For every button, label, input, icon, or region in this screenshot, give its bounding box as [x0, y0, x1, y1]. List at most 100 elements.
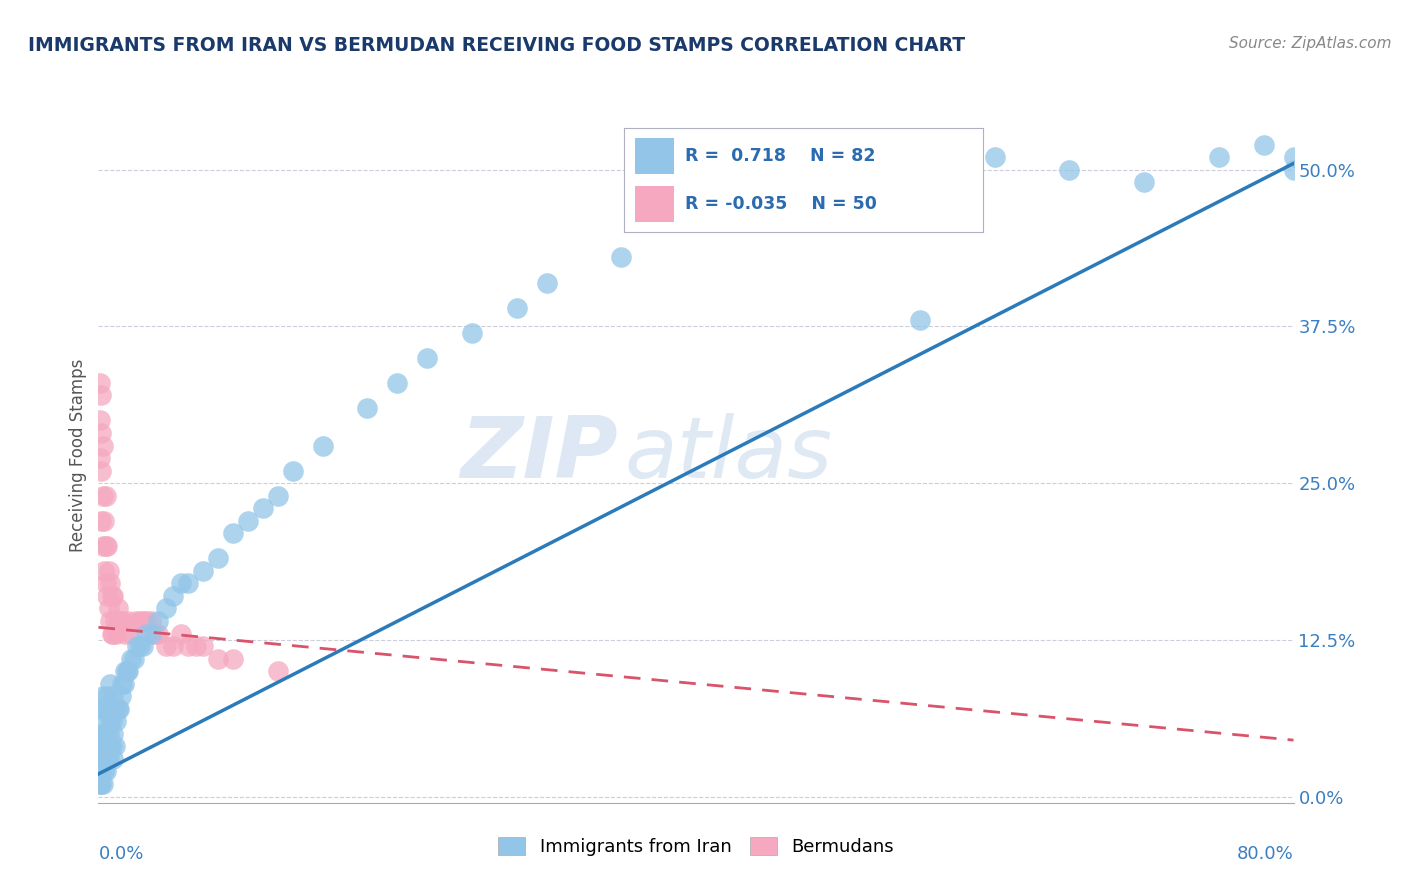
Point — [311, 438, 333, 452]
Point — [834, 187, 856, 202]
Point — [107, 702, 129, 716]
Point — [103, 690, 125, 704]
Point — [155, 601, 177, 615]
Point — [101, 739, 124, 754]
Point — [1282, 150, 1305, 164]
Point — [91, 752, 114, 766]
Point — [90, 752, 112, 766]
Point — [90, 388, 112, 402]
Point — [90, 464, 112, 478]
Point — [252, 501, 274, 516]
Point — [94, 739, 117, 754]
Point — [125, 614, 148, 628]
Point — [155, 639, 177, 653]
Point — [143, 626, 166, 640]
Point — [101, 589, 124, 603]
Point — [98, 714, 122, 729]
Point — [89, 739, 111, 754]
Point — [169, 576, 191, 591]
Point — [908, 175, 931, 189]
Point — [103, 752, 125, 766]
Point — [1133, 175, 1156, 189]
Y-axis label: Receiving Food Stamps: Receiving Food Stamps — [69, 359, 87, 551]
Point — [191, 564, 214, 578]
Point — [94, 539, 117, 553]
Point — [267, 489, 290, 503]
Point — [139, 626, 162, 640]
Point — [96, 589, 118, 603]
Point — [91, 489, 114, 503]
Point — [97, 727, 120, 741]
Point — [111, 614, 134, 628]
Point — [89, 764, 111, 779]
Point — [110, 690, 132, 704]
Point — [177, 639, 200, 653]
Point — [132, 614, 155, 628]
Point — [96, 539, 118, 553]
Point — [93, 564, 115, 578]
Point — [610, 251, 633, 265]
Point — [129, 614, 152, 628]
Text: Source: ZipAtlas.com: Source: ZipAtlas.com — [1229, 36, 1392, 51]
Point — [416, 351, 439, 365]
Point — [112, 676, 135, 690]
Point — [114, 626, 136, 640]
Point — [108, 614, 131, 628]
Point — [91, 438, 114, 452]
Point — [132, 639, 155, 653]
Point — [281, 464, 304, 478]
Point — [135, 614, 157, 628]
Point — [98, 739, 122, 754]
Point — [759, 200, 782, 214]
Point — [97, 752, 120, 766]
Point — [91, 777, 114, 791]
Point — [385, 376, 409, 390]
Point — [984, 150, 1007, 164]
Point — [120, 651, 142, 665]
Point — [110, 614, 132, 628]
Point — [94, 489, 117, 503]
Point — [90, 702, 112, 716]
Text: atlas: atlas — [624, 413, 832, 497]
Point — [117, 664, 139, 678]
Point — [96, 752, 118, 766]
Point — [115, 664, 138, 678]
Point — [114, 664, 136, 678]
Point — [93, 739, 115, 754]
Point — [93, 514, 115, 528]
Point — [177, 576, 200, 591]
Point — [94, 576, 117, 591]
Point — [107, 601, 129, 615]
Point — [184, 639, 207, 653]
Point — [94, 714, 117, 729]
Point — [90, 727, 112, 741]
Point — [96, 690, 118, 704]
Point — [207, 551, 229, 566]
Point — [98, 614, 122, 628]
Point — [105, 714, 128, 729]
Point — [108, 702, 131, 716]
Point — [98, 576, 122, 591]
Point — [356, 401, 378, 415]
Point — [91, 690, 114, 704]
Point — [98, 676, 122, 690]
Point — [89, 451, 111, 466]
Point — [104, 614, 127, 628]
Point — [685, 212, 707, 227]
Point — [103, 727, 125, 741]
Point — [169, 626, 191, 640]
Point — [162, 589, 184, 603]
Point — [91, 539, 114, 553]
Point — [506, 301, 529, 315]
Point — [111, 676, 134, 690]
Point — [191, 639, 214, 653]
Point — [461, 326, 484, 340]
Point — [90, 777, 112, 791]
Point — [222, 526, 245, 541]
Point — [1282, 162, 1305, 177]
Point — [207, 651, 229, 665]
Point — [89, 413, 111, 427]
Point — [148, 626, 170, 640]
Point — [90, 425, 112, 440]
Text: 0.0%: 0.0% — [98, 845, 143, 863]
